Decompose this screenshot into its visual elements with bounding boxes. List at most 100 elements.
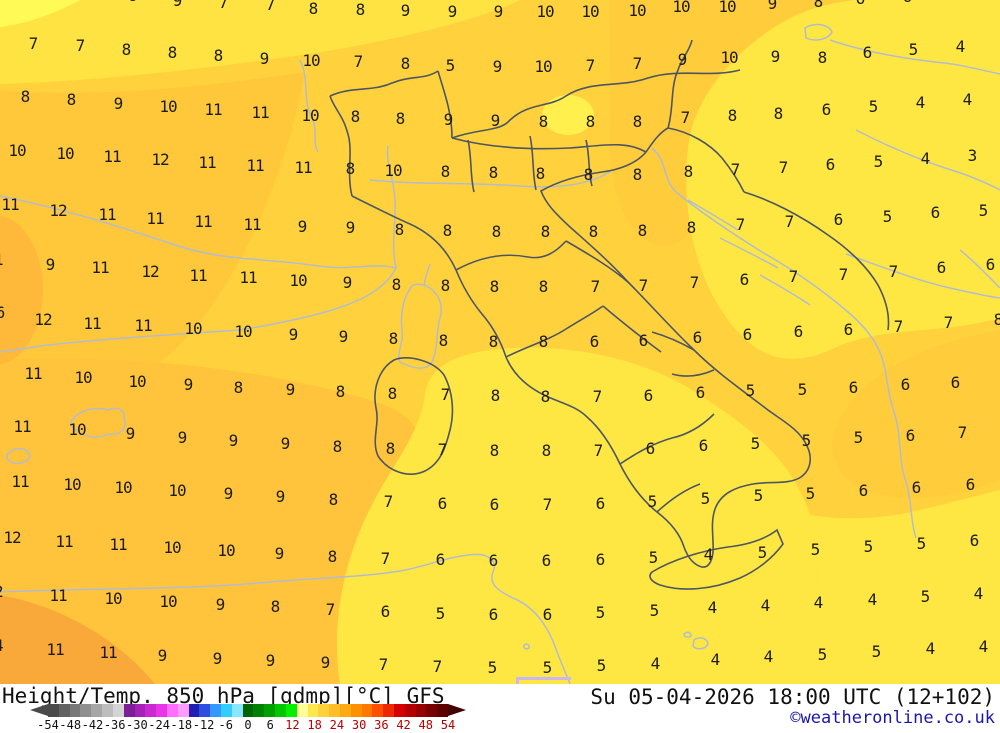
temp-value-label: 4 — [973, 584, 984, 603]
temp-value-label: 5 — [649, 601, 660, 620]
temp-value-label: 9 — [157, 646, 168, 665]
copyright-link[interactable]: ©weatheronline.co.uk — [790, 708, 995, 728]
temp-value-label: 7 — [440, 385, 451, 404]
temp-value-label: 4 — [650, 654, 661, 673]
temp-value-label: 5 — [920, 587, 931, 606]
temp-value-label: 4 — [867, 590, 878, 609]
temp-value-label: 10 — [536, 2, 554, 21]
temp-value-label: 8 — [773, 104, 784, 123]
temp-value-label: 7 — [593, 441, 604, 460]
temp-value-label: 9 — [770, 47, 781, 66]
temp-value-label: 11 — [189, 266, 207, 285]
color-scale-cell — [426, 704, 438, 717]
temp-value-label: 11 — [294, 158, 312, 177]
temp-value-label: 8 — [327, 547, 338, 566]
region-border-molise — [651, 331, 715, 377]
temp-value-label: 5 — [882, 207, 893, 226]
temp-value-label: 8 — [391, 275, 402, 294]
zone-amber-left-edge — [0, 215, 43, 365]
temp-value-label: 9 — [493, 2, 504, 21]
temp-value-label: 5 — [978, 201, 989, 220]
region-border-po-valley — [467, 135, 593, 193]
temp-value-label: 6 — [903, 0, 913, 5]
temp-value-label: 8 — [540, 387, 551, 406]
valid-time: Su 05-04-2026 18:00 UTC (12+102) — [590, 685, 995, 709]
temp-value-label: 12 — [34, 310, 52, 329]
temp-value-label: 6 — [595, 494, 606, 513]
temp-value-label: 4 — [763, 647, 774, 666]
temp-value-label: 9 — [400, 1, 411, 20]
temp-value-label: 8 — [588, 222, 599, 241]
temp-value-label: 8 — [400, 54, 411, 73]
temp-value-label: 5 — [596, 656, 607, 675]
po-river — [369, 171, 611, 188]
color-scale-cell — [156, 704, 167, 717]
malta-outline — [683, 631, 709, 650]
temp-value-label: 8 — [538, 277, 549, 296]
temp-value-label: 11 — [0, 252, 4, 268]
zone-amber-left — [0, 72, 305, 428]
color-scale-cell — [102, 704, 113, 717]
temp-value-label: 5 — [542, 658, 553, 677]
temp-value-label: 9 — [177, 428, 188, 447]
temp-value-label: 10 — [718, 0, 736, 16]
albania-coast — [877, 347, 917, 539]
temp-value-label: 9 — [297, 217, 308, 236]
scale-tick-label: -12 — [192, 718, 215, 732]
croatia-coast — [651, 147, 879, 349]
temp-value-label: 9 — [125, 424, 136, 443]
temp-value-label: 8 — [395, 109, 406, 128]
scale-tick-label: 30 — [351, 718, 367, 732]
lake-balaton — [804, 23, 833, 41]
coastlines-light — [0, 23, 1000, 684]
temp-value-label: 12 — [141, 262, 159, 281]
color-scale-cell — [91, 704, 103, 717]
temp-value-label: 4 — [925, 639, 936, 658]
scale-tick-label: 6 — [266, 718, 274, 732]
temp-value-label: 11 — [1, 195, 19, 214]
zone-pale-alps — [542, 95, 594, 135]
temp-value-label: 5 — [868, 97, 879, 116]
temp-value-label: 9 — [677, 50, 688, 69]
temp-value-label: 5 — [801, 431, 812, 450]
temp-value-label: 11 — [109, 535, 127, 554]
region-border-lazio — [505, 305, 662, 358]
temp-value-label: 9 — [215, 595, 226, 614]
temp-value-label: 4 — [978, 637, 989, 656]
color-scale-cell — [350, 704, 362, 717]
temp-value-label: 10 — [159, 97, 177, 116]
border-switzerland-north — [329, 70, 439, 97]
temp-value-label: 9 — [274, 544, 285, 563]
temp-value-label: 8 — [488, 332, 499, 351]
temp-value-label: 10 — [672, 0, 690, 16]
temp-value-label: 8 — [213, 46, 224, 65]
temp-value-label: 5 — [445, 56, 456, 75]
temp-value-label: 9 — [342, 273, 353, 292]
temp-value-label: 6 — [541, 551, 552, 570]
color-scale-cell — [339, 704, 351, 717]
zone-amber-bottom-left — [0, 358, 450, 684]
temp-value-label: 9 — [280, 434, 291, 453]
temp-value-label: 12 — [0, 584, 4, 600]
temp-value-label: 7 — [888, 262, 899, 281]
temp-value-label: 5 — [908, 40, 919, 59]
temp-value-label: 7 — [957, 423, 968, 442]
temp-value-label: 7 — [542, 495, 553, 514]
temp-value-label: 10 — [534, 57, 552, 76]
italy-outline — [351, 127, 811, 568]
temp-value-label: 8 — [442, 221, 453, 240]
temp-value-label: 6 — [638, 331, 649, 350]
temp-value-label: 9 — [129, 0, 139, 4]
sardinia-outline — [374, 357, 454, 475]
temp-value-label: 10 — [289, 271, 307, 290]
scale-tick-label: -36 — [103, 718, 126, 732]
temp-value-label: 5 — [810, 540, 821, 559]
temp-value-label: 8 — [583, 165, 594, 184]
border-austria-north — [451, 69, 741, 139]
temp-value-label: 6 — [489, 495, 500, 514]
temp-value-label: 5 — [873, 152, 884, 171]
scale-tick-label: -24 — [148, 718, 170, 732]
temp-value-label: 10 — [628, 1, 646, 20]
temp-value-label: 6 — [936, 258, 947, 277]
dalmatian-islands — [687, 199, 811, 306]
